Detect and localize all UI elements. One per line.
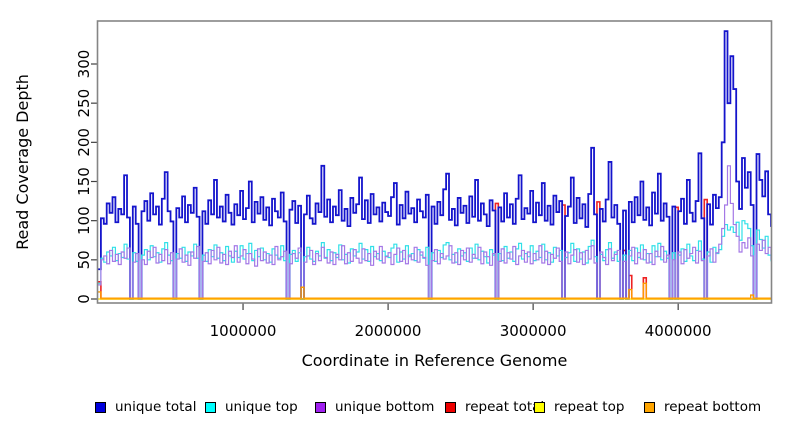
repeat-bottom-swatch-icon xyxy=(644,401,655,413)
coverage-plot: 1000000 2000000 3000000 4000000 0 50 100 150 200… xyxy=(13,20,773,370)
x-axis-title: Coordinate in Reference Genome xyxy=(302,351,568,370)
legend-label: repeat total xyxy=(465,399,545,415)
legend-item-unique-total: unique total xyxy=(95,399,196,415)
series-unique-total-line xyxy=(98,30,772,300)
series-repeat-bottom-line xyxy=(98,282,771,299)
y-tick-label: 100 xyxy=(75,206,93,235)
legend-label: unique top xyxy=(225,399,298,415)
legend-item-unique-top: unique top xyxy=(205,399,298,415)
repeat-top-swatch-icon xyxy=(534,401,545,413)
y-axis-title: Read Coverage Depth xyxy=(13,74,32,250)
legend-label: unique total xyxy=(115,399,197,415)
legend-item-repeat-bottom: repeat bottom xyxy=(644,399,761,415)
y-tick-label: 200 xyxy=(75,128,93,157)
series-unique-bottom-line xyxy=(98,165,772,300)
unique-bottom-swatch-icon xyxy=(315,401,326,413)
unique-top-swatch-icon xyxy=(205,401,216,413)
legend-label: repeat top xyxy=(554,399,625,415)
unique-total-swatch-icon xyxy=(95,401,106,413)
legend-item-repeat-total: repeat total xyxy=(445,399,544,415)
x-tick-label: 2000000 xyxy=(355,322,422,340)
y-tick-label: 250 xyxy=(75,89,93,118)
y-tick-label: 50 xyxy=(75,250,93,269)
legend: unique total unique top unique bottom re… xyxy=(0,399,792,419)
y-tick-label: 300 xyxy=(75,50,93,79)
legend-item-repeat-top: repeat top xyxy=(534,399,624,415)
legend-label: unique bottom xyxy=(335,399,435,415)
plot-box xyxy=(96,20,773,304)
axes: 1000000 2000000 3000000 4000000 0 50 100 150 200… xyxy=(13,50,712,370)
x-tick-label: 4000000 xyxy=(645,322,712,340)
y-tick-label: 0 xyxy=(75,294,93,304)
x-tick-label: 3000000 xyxy=(500,322,567,340)
legend-label: repeat bottom xyxy=(664,399,762,415)
legend-item-unique-bottom: unique bottom xyxy=(315,399,434,415)
series-lines xyxy=(98,30,772,300)
repeat-total-swatch-icon xyxy=(445,401,456,413)
x-tick-label: 1000000 xyxy=(210,322,277,340)
y-tick-label: 150 xyxy=(75,167,93,196)
